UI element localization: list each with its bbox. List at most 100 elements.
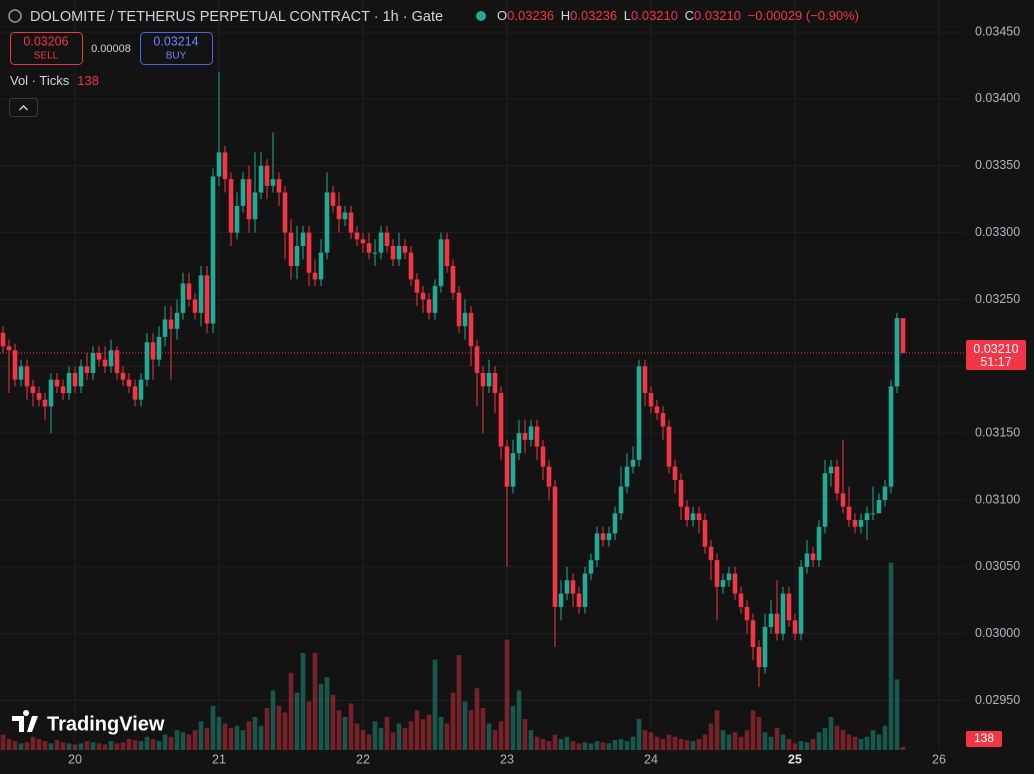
candle-body (798, 566, 804, 634)
volume-bar (750, 710, 756, 750)
candle-body (36, 393, 42, 400)
candle-body (222, 152, 228, 180)
candle-body (492, 372, 498, 394)
candle-body (840, 493, 846, 507)
volume-bar (756, 716, 762, 750)
candle-body (414, 279, 420, 293)
volume-bar (288, 672, 294, 750)
volume-bar (102, 744, 108, 750)
candle-body (558, 593, 564, 607)
volume-bar (24, 742, 30, 750)
x-tick-label: 22 (356, 752, 370, 766)
volume-bar (210, 705, 216, 750)
o-label: O (497, 8, 507, 23)
volume-bar (312, 652, 318, 750)
buy-button[interactable]: 0.03214 BUY (140, 32, 213, 65)
candle-body (342, 212, 348, 220)
volume-bar (384, 716, 390, 750)
candle-body (678, 479, 684, 507)
y-tick-label: 0.03450 (975, 24, 1020, 38)
candle-body (714, 560, 720, 587)
collapse-box[interactable] (9, 98, 38, 117)
candle-body (276, 179, 282, 193)
volume-bar (882, 725, 888, 750)
volume-bar (30, 736, 36, 750)
candle-body (282, 192, 288, 233)
candle-body (426, 299, 432, 313)
candle-body (240, 179, 246, 206)
candle-body (666, 426, 672, 467)
volume-bar (264, 708, 270, 750)
candle-body (180, 283, 186, 313)
candle-body (132, 386, 138, 400)
volume-bar (690, 741, 696, 750)
buy-box[interactable] (140, 32, 213, 65)
volume-bar (558, 738, 564, 750)
candle-body (258, 165, 264, 193)
volume-bar (438, 716, 444, 750)
h-value: 0.03236 (570, 8, 617, 23)
volume-bar (786, 738, 792, 750)
sell-button[interactable]: 0.03206 SELL (10, 32, 83, 65)
volume-bar (894, 679, 900, 750)
candle-body (204, 275, 210, 324)
candle-body (60, 386, 66, 394)
l-label: L (624, 8, 631, 23)
volume-bar (444, 723, 450, 750)
candle-body (510, 453, 516, 487)
candle-body (564, 580, 570, 594)
candle-body (630, 459, 636, 467)
candle-body (582, 573, 588, 607)
volume-bar (234, 725, 240, 750)
volume-bar (726, 734, 732, 750)
volume-bar (660, 738, 666, 750)
y-tick-label: 0.03000 (975, 626, 1020, 640)
candle-body (408, 252, 414, 280)
volume-bar (6, 738, 12, 750)
y-tick-label: 0.02950 (975, 693, 1020, 707)
candle-body (330, 192, 336, 206)
ohlc-readout: O0.03236 H0.03236 L0.03210 C0.03210 −0.0… (497, 8, 859, 23)
candle-body (534, 426, 540, 447)
candle-body (306, 232, 312, 273)
candle-body (618, 486, 624, 514)
sell-box[interactable] (10, 32, 83, 65)
volume-bar (810, 738, 816, 750)
brand-name: TradingView (47, 713, 165, 735)
candle-body (174, 312, 180, 329)
volume-bar (654, 736, 660, 750)
volume-badge-label: 138 (974, 731, 994, 745)
volume-bar (798, 741, 804, 750)
volume-bar (420, 719, 426, 750)
candle-body (246, 179, 252, 220)
volume-bar (666, 734, 672, 750)
volume-bar (66, 743, 72, 750)
volume-bar (108, 741, 114, 750)
c-value: 0.03210 (694, 8, 741, 23)
candle-body (726, 573, 732, 581)
volume-bar (870, 730, 876, 750)
indicator-name: Vol · Ticks (10, 73, 70, 88)
candle-body (138, 379, 144, 400)
candle-body (684, 506, 690, 521)
candle-body (66, 372, 72, 394)
volume-bar (222, 723, 228, 750)
collapse-button[interactable] (9, 98, 38, 117)
candle-body (288, 232, 294, 267)
candle-body (690, 513, 696, 521)
candle-body (6, 346, 12, 351)
y-tick-label: 0.03350 (975, 158, 1020, 172)
candle-body (438, 239, 444, 287)
candle-body (654, 406, 660, 414)
candle-body (108, 350, 114, 367)
volume-bar (864, 736, 870, 750)
volume-bar (672, 736, 678, 750)
volume-bar (564, 736, 570, 750)
candle-body (606, 533, 612, 541)
volume-bar (612, 740, 618, 750)
volume-bar (774, 727, 780, 750)
volume-bar (582, 742, 588, 750)
candle-body (450, 266, 456, 293)
candle-body (594, 533, 600, 561)
candle-body (660, 413, 666, 427)
